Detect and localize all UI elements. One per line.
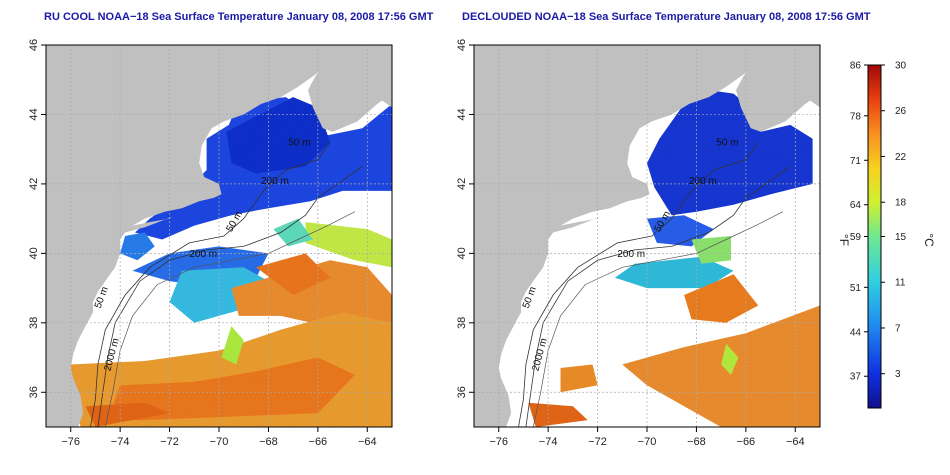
fahrenheit-tick-label: 51	[850, 283, 862, 294]
sst-patch	[221, 326, 244, 365]
fahrenheit-tick-label: 59	[850, 232, 862, 243]
lon-tick-label: −76	[489, 436, 508, 448]
fahrenheit-tick-label: 78	[850, 111, 862, 122]
sst-patch	[528, 402, 588, 427]
lon-tick-label: −66	[737, 436, 756, 448]
lon-tick-label: −72	[160, 436, 179, 448]
sst-patch	[169, 267, 269, 323]
sst-patch	[622, 305, 820, 427]
new-brunswick-land	[310, 45, 392, 108]
celsius-tick-label: 30	[895, 61, 907, 72]
celsius-unit-label: °C	[922, 233, 936, 247]
lon-tick-label: −72	[588, 436, 607, 448]
celsius-tick-label: 22	[895, 152, 907, 163]
new-brunswick-land	[738, 45, 820, 108]
sst-patch	[273, 218, 313, 247]
sst-patch	[647, 215, 714, 247]
sst-patch	[120, 232, 155, 261]
colorbar-gradient	[867, 64, 882, 409]
sst-patch	[614, 256, 734, 289]
lon-tick-label: −64	[358, 436, 377, 448]
lon-tick-label: −68	[259, 436, 278, 448]
lat-tick-label: 42	[456, 178, 468, 190]
lon-tick-label: −64	[786, 436, 805, 448]
sst-patch	[721, 343, 739, 375]
lat-tick-label: 46	[28, 39, 40, 51]
contour-label-200m: 200 m	[617, 249, 645, 260]
lat-tick-label: 46	[456, 39, 468, 51]
lon-tick-label: −74	[111, 436, 130, 448]
celsius-tick-label: 3	[895, 369, 901, 380]
sst-patch	[256, 253, 331, 295]
lat-tick-label: 44	[28, 108, 40, 120]
sst-patches	[60, 97, 392, 427]
lat-tick-label: 38	[28, 317, 40, 329]
contour-50m	[518, 141, 759, 427]
contour-label-50m-gulf: 50 m	[288, 138, 310, 149]
lon-tick-label: −68	[687, 436, 706, 448]
lat-tick-label: 44	[456, 108, 468, 120]
lon-tick-label: −70	[638, 436, 657, 448]
sst-patch	[107, 357, 355, 421]
sst-patch	[226, 97, 331, 174]
celsius-tick-label: 7	[895, 323, 901, 334]
sst-patch	[305, 222, 392, 268]
lon-tick-label: −70	[210, 436, 229, 448]
fahrenheit-tick-label: 86	[850, 61, 862, 72]
fahrenheit-tick-label: 71	[850, 156, 862, 167]
celsius-tick-label: 15	[895, 232, 907, 243]
contour-50m	[90, 141, 331, 427]
temperature-colorbar: 30 26 22 18 15 11 7 3 86 78 71 64 59 51 44 37 °F °C	[837, 61, 936, 409]
sst-patch	[691, 236, 731, 264]
land-mass	[46, 45, 348, 427]
contour-2000m	[532, 211, 784, 427]
left-panel-title: RU COOL NOAA−18 Sea Surface Temperature …	[44, 11, 434, 23]
fahrenheit-tick-label: 44	[850, 327, 862, 338]
fahrenheit-unit-label: °F	[837, 234, 851, 246]
contour-2000m	[104, 211, 356, 427]
lat-tick-label: 36	[28, 386, 40, 398]
contour-label-200m: 200 m	[189, 249, 217, 260]
lat-tick-label: 36	[456, 386, 468, 398]
fahrenheit-tick-label: 64	[850, 200, 862, 211]
celsius-tick-label: 11	[895, 278, 906, 289]
fahrenheit-tick-label: 37	[850, 372, 862, 383]
sst-patch	[560, 364, 598, 393]
sst-patch	[684, 274, 759, 323]
lat-tick-label: 40	[456, 247, 468, 259]
land-mass	[474, 45, 776, 427]
lon-tick-label: −76	[61, 436, 80, 448]
lat-tick-label: 38	[456, 317, 468, 329]
lat-tick-label: 40	[28, 247, 40, 259]
celsius-tick-label: 26	[895, 106, 907, 117]
lat-tick-label: 42	[28, 178, 40, 190]
lon-tick-label: −66	[309, 436, 328, 448]
right-panel-title: DECLOUDED NOAA−18 Sea Surface Temperatur…	[462, 11, 871, 23]
lon-tick-label: −74	[539, 436, 558, 448]
contour-label-50m-gulf: 50 m	[716, 138, 738, 149]
celsius-tick-label: 18	[895, 198, 907, 209]
contour-label-200m-gulf: 200 m	[689, 176, 717, 187]
contour-label-200m-gulf: 200 m	[261, 176, 289, 187]
